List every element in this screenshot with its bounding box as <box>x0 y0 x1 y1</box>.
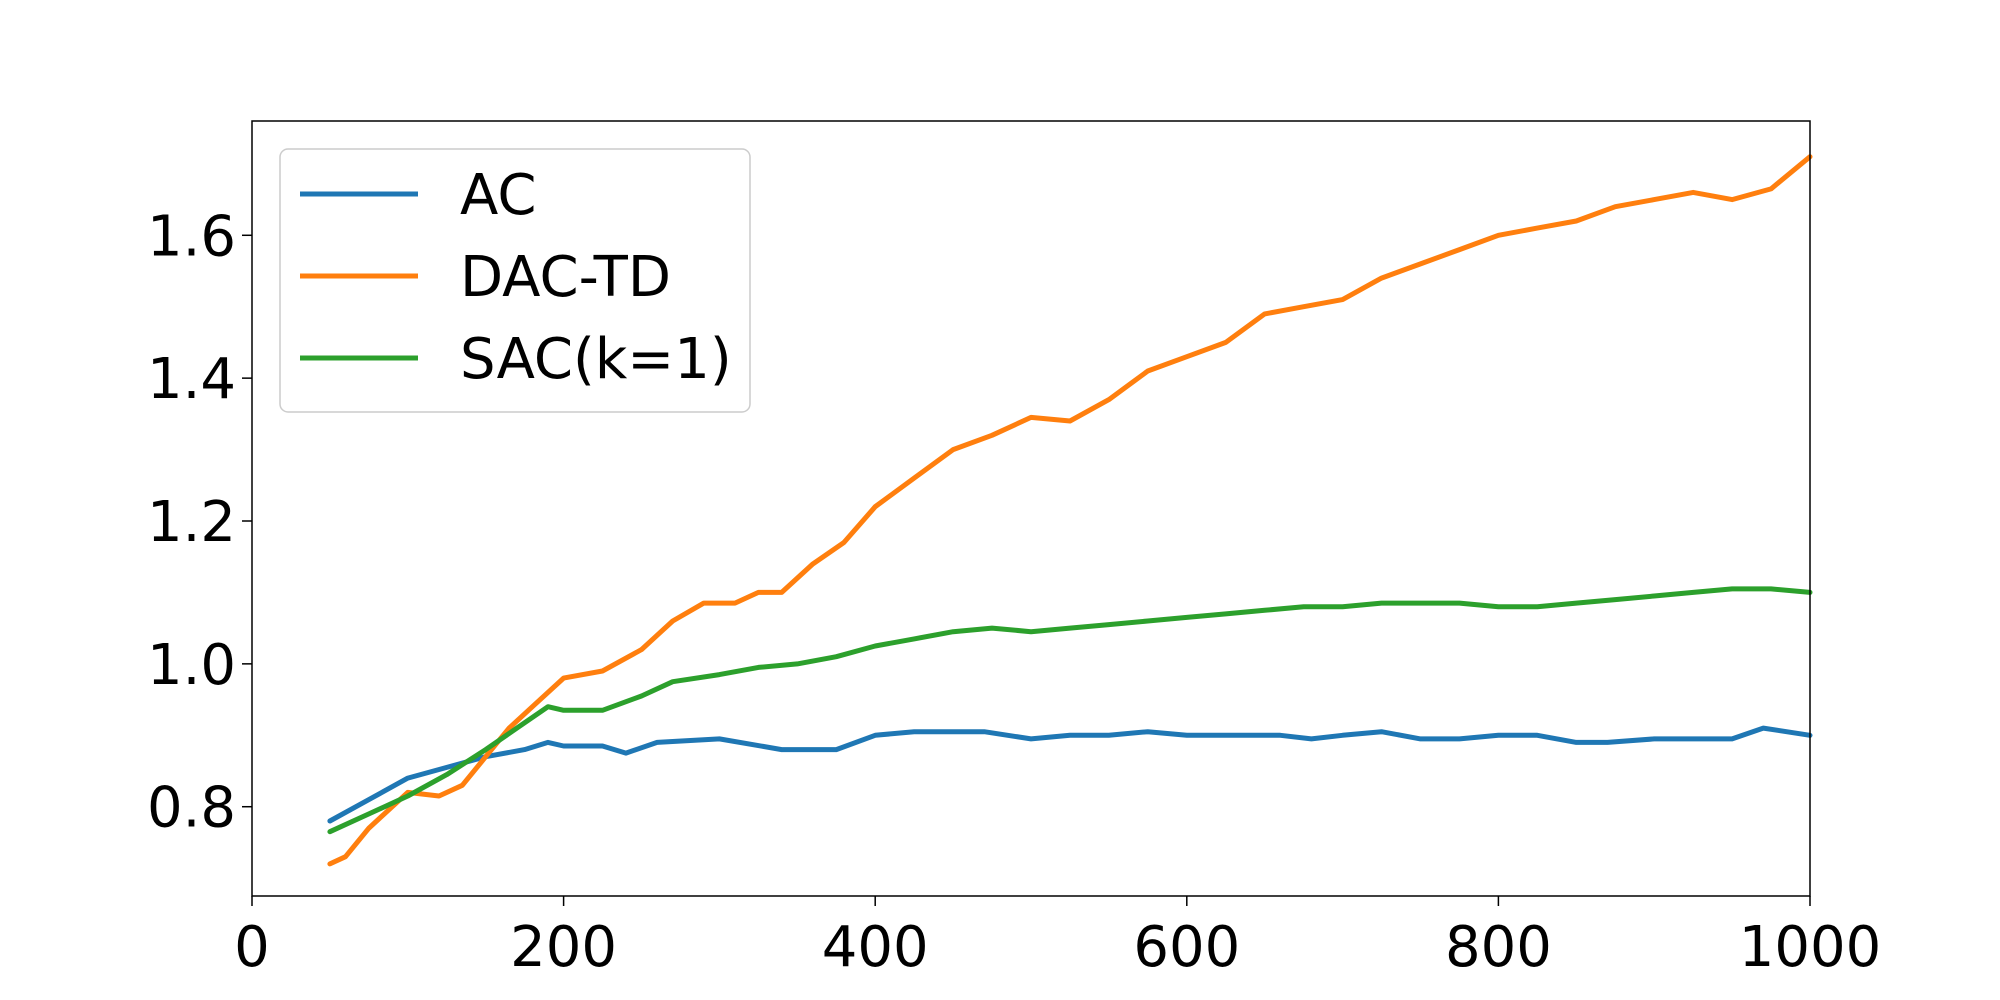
series-layer <box>327 154 1813 867</box>
x-tick-label: 400 <box>822 915 929 980</box>
legend-label-sac-k-1: SAC(k=1) <box>460 327 732 392</box>
x-tick-label: 0 <box>234 915 270 980</box>
x-tick-label: 600 <box>1133 915 1240 980</box>
y-tick-label: 1.4 <box>147 347 236 412</box>
y-tick-label: 0.8 <box>147 776 236 841</box>
legend-label-dac-td: DAC-TD <box>460 245 671 310</box>
legend-box <box>279 148 751 413</box>
x-tick-label: 1000 <box>1739 915 1882 980</box>
y-tick-label: 1.6 <box>147 204 236 269</box>
y-tick-label: 1.0 <box>147 633 236 698</box>
series-line-ac <box>327 725 1813 824</box>
y-axis: 0.8 1.0 1.2 1.4 1.6 <box>147 204 252 841</box>
legend: AC DAC-TD SAC(k=1) <box>279 148 751 413</box>
legend-label-ac: AC <box>460 163 536 228</box>
y-tick-label: 1.2 <box>147 490 236 555</box>
series-line-sac-k-1 <box>327 586 1813 835</box>
series-line-dac-td <box>327 154 1813 867</box>
x-axis: 0 200 400 600 800 1000 <box>234 896 1881 980</box>
x-tick-label: 800 <box>1445 915 1552 980</box>
plot-frame <box>251 120 1811 897</box>
x-tick-label: 200 <box>510 915 617 980</box>
